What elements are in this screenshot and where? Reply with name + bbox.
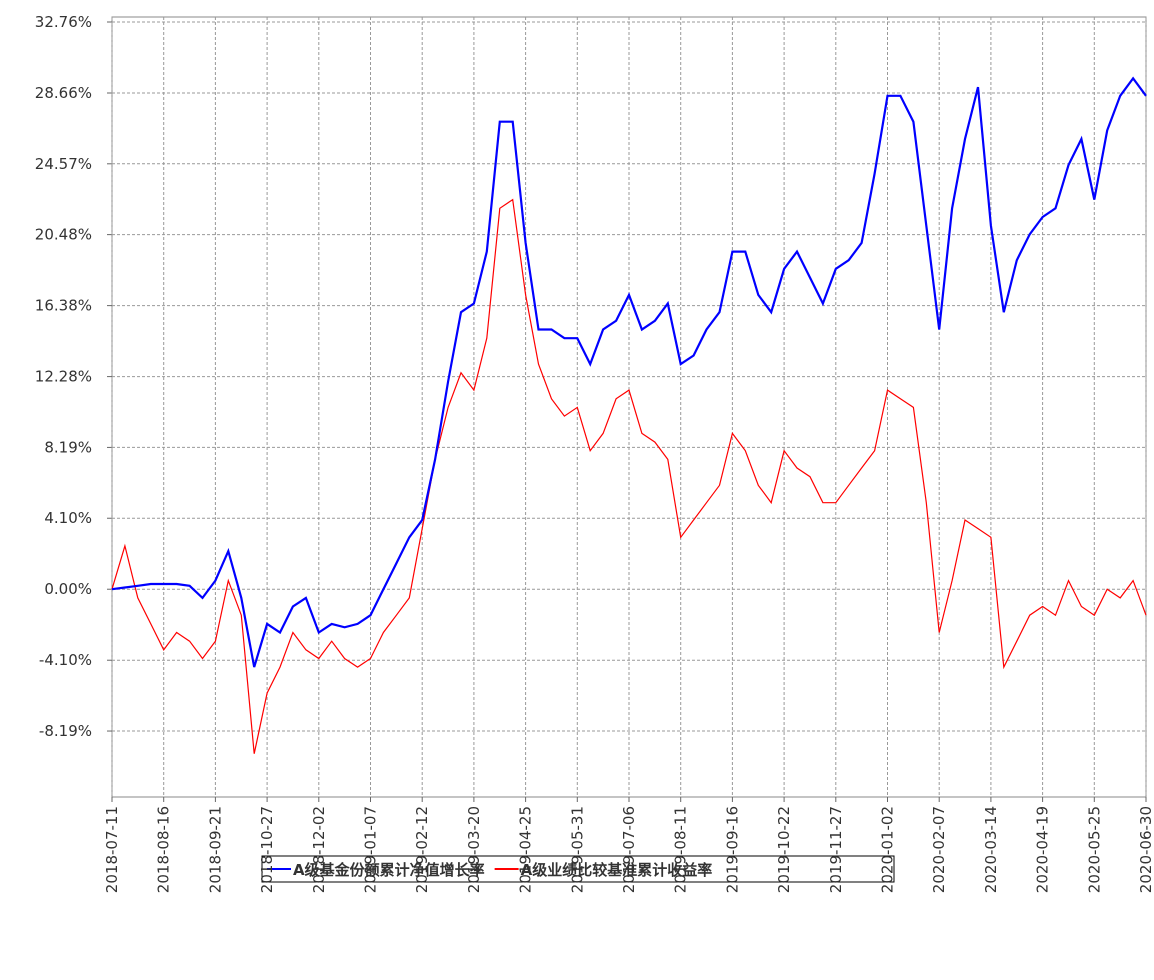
- x-tick-label: 2019-02-12: [413, 806, 431, 893]
- x-tick-label: 2019-09-16: [723, 806, 741, 893]
- x-tick-label: 2020-05-25: [1085, 806, 1103, 893]
- y-tick-label: 0.00%: [44, 580, 92, 598]
- x-tick-label: 2019-10-22: [775, 806, 793, 893]
- x-tick-label: 2020-01-02: [879, 806, 897, 893]
- y-tick-label: -4.10%: [39, 651, 92, 669]
- y-tick-label: 24.57%: [35, 155, 92, 173]
- y-tick-label: 32.76%: [35, 13, 92, 31]
- x-tick-label: 2019-05-31: [568, 806, 586, 893]
- x-tick-label: 2019-07-06: [620, 806, 638, 893]
- x-tick-label: 2019-04-25: [517, 806, 535, 893]
- x-tick-label: 2018-07-11: [103, 806, 121, 893]
- x-tick-label: 2018-09-21: [206, 806, 224, 893]
- x-tick-label: 2019-08-11: [672, 806, 690, 893]
- y-tick-label: -8.19%: [39, 722, 92, 740]
- x-tick-label: 2019-01-07: [362, 806, 380, 893]
- series-line: [111, 76, 1147, 668]
- x-tick-label: 2018-10-27: [258, 806, 276, 893]
- y-tick-label: 4.10%: [44, 509, 92, 527]
- x-tick-label: 2020-02-07: [930, 806, 948, 893]
- y-tick-label: 8.19%: [44, 438, 92, 456]
- x-tick-label: 2019-03-20: [465, 806, 483, 893]
- x-tick-label: 2018-08-16: [155, 806, 173, 893]
- series-line: [111, 198, 1147, 754]
- y-tick-label: 20.48%: [35, 226, 92, 244]
- x-tick-label: 2020-06-30: [1137, 806, 1154, 893]
- x-tick-label: 2019-11-27: [827, 806, 845, 893]
- legend-box: [261, 855, 895, 883]
- legend: A级基金份额累计净值增长率 A级业绩比较基准累计收益率: [261, 855, 895, 883]
- y-tick-label: 12.28%: [35, 368, 92, 386]
- y-tick-label: 28.66%: [35, 84, 92, 102]
- y-tick-label: 16.38%: [35, 297, 92, 315]
- legend-label: A级业绩比较基准累计收益率: [521, 861, 713, 879]
- legend-label: A级基金份额累计净值增长率: [293, 861, 485, 879]
- x-tick-label: 2020-04-19: [1034, 806, 1052, 893]
- x-tick-label: 2018-12-02: [310, 806, 328, 893]
- x-tick-label: 2020-03-14: [982, 806, 1000, 893]
